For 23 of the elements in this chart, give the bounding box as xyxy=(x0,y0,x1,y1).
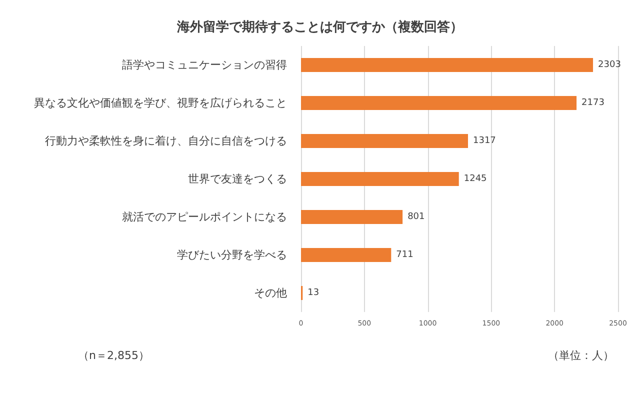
data-label: 1317 xyxy=(472,136,496,146)
bar xyxy=(301,96,577,110)
y-tick-label: 語学やコミュニケーションの習得 xyxy=(122,58,287,72)
y-tick-label: その他 xyxy=(254,286,287,300)
chart-title: 海外留学で期待することは何ですか（複数回答） xyxy=(176,19,463,35)
text: （単位：人） xyxy=(548,349,614,362)
y-tick-label: 学びたい分野を学べる xyxy=(177,248,287,262)
data-label: 2303 xyxy=(598,60,621,70)
y-tick-label: 異なる文化や価値観を学び、視野を広げられること xyxy=(34,96,287,110)
bar xyxy=(301,172,459,186)
bar xyxy=(301,210,403,224)
data-label: 1245 xyxy=(464,174,487,184)
bar xyxy=(301,248,392,262)
y-tick-label: 世界で友達をつくる xyxy=(188,172,287,186)
data-label: 711 xyxy=(396,250,414,260)
data-label: 13 xyxy=(308,288,320,298)
bar xyxy=(301,134,468,148)
y-tick-label: 就活でのアピールポイントになる xyxy=(122,210,287,224)
data-label: 801 xyxy=(408,212,425,222)
data-label: 2173 xyxy=(582,98,604,108)
text: （n＝2,855） xyxy=(78,349,150,362)
bar xyxy=(301,58,594,72)
y-tick-label: 行動力や柔軟性を身に着け、自分に自信をつける xyxy=(45,134,287,148)
